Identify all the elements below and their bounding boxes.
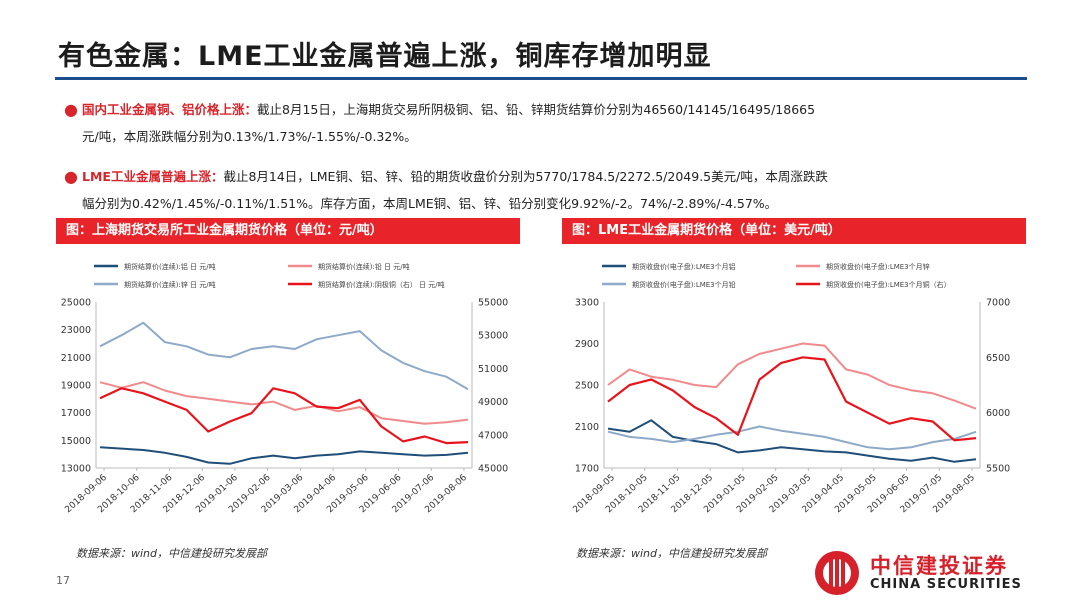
series-line: [607, 419, 977, 463]
y-left-tick-label: 2900: [575, 339, 599, 350]
left-chart-svg: 期货结算价(连续):铝 日 元/吨 期货结算价(连续):铅 日 元/吨期货结算价(…: [61, 262, 508, 515]
legend-label: 期货收盘价(电子盘):LME3个月铜（右）: [826, 280, 951, 289]
series-line: [607, 342, 977, 410]
legend-label: 期货收盘价(电子盘):LME3个月锌: [826, 262, 930, 271]
y-right-tick-label: 51000: [478, 364, 508, 375]
y-left-tick-label: 21000: [61, 353, 91, 364]
bullet-dot-icon: ●: [64, 167, 78, 186]
company-logo: 中信建投证券 CHINA SECURITIES: [812, 548, 1036, 598]
y-left-tick-label: 25000: [61, 298, 91, 309]
y-right-tick-label: 55000: [478, 298, 508, 309]
series-line: [99, 381, 469, 425]
bullet-text: 截止8月15日，上海期货交易所阴极铜、铝、铅、锌期货结算价分别为46560/14…: [257, 102, 816, 117]
y-right-tick-label: 7000: [986, 298, 1010, 309]
legend-label: 期货结算价(连续):铝 日 元/吨: [124, 262, 216, 271]
series-line: [607, 356, 977, 442]
y-right-tick-label: 45000: [478, 464, 508, 475]
y-right-tick-label: 47000: [478, 430, 508, 441]
page-number: 17: [56, 574, 70, 587]
right-chart-source: 数据来源：wind，中信建投研究发展部: [576, 547, 768, 560]
right-chart-header: 图：LME工业金属期货价格（单位：美元/吨）: [562, 218, 1026, 244]
bullet-line-2: 幅分别为0.42%/1.45%/-0.11%/1.51%。库存方面，本周LME铜…: [82, 196, 778, 211]
bullet-text: 截止8月14日，LME铜、铝、锌、铅的期货收盘价分别为5770/1784.5/2…: [223, 169, 828, 184]
bullet-head: LME工业金属普遍上涨：: [82, 169, 224, 184]
series-line: [99, 446, 469, 465]
y-left-tick-label: 3300: [575, 298, 599, 309]
bullet-head: 国内工业金属铜、铝价格上涨：: [82, 102, 258, 117]
bullet-line-2: 元/吨，本周涨跌幅分别为0.13%/1.73%/-1.55%/-0.32%。: [82, 129, 417, 144]
y-left-tick-label: 1700: [575, 464, 599, 475]
y-right-tick-label: 49000: [478, 397, 508, 408]
bullet-line-1: LME工业金属普遍上涨：截止8月14日，LME铜、铝、锌、铅的期货收盘价分别为5…: [60, 163, 1025, 190]
y-right-tick-label: 53000: [478, 331, 508, 342]
legend-label: 期货收盘价(电子盘):LME3个月铅: [632, 280, 736, 289]
right-chart-svg: 期货收盘价(电子盘):LME3个月铝 期货收盘价(电子盘):LME3个月锌期货收盘…: [571, 262, 1010, 515]
citic-logo-icon: [815, 551, 859, 595]
left-chart-header: 图：上海期货交易所工业金属期货价格（单位：元/吨）: [56, 218, 520, 244]
legend-label: 期货结算价(连续):铅 日 元/吨: [318, 262, 410, 271]
legend-label: 期货结算价(连续):锌 日 元/吨: [124, 280, 216, 289]
bullet-domestic: ● 国内工业金属铜、铝价格上涨：截止8月15日，上海期货交易所阴极铜、铝、铅、锌…: [60, 96, 1025, 150]
y-right-tick-label: 5500: [986, 464, 1010, 475]
legend-label: 期货结算价(连续):阴极铜（右） 日 元/吨: [318, 280, 445, 289]
y-right-tick-label: 6500: [986, 353, 1010, 364]
title-rule: [55, 77, 1027, 80]
y-left-tick-label: 13000: [61, 464, 91, 475]
y-left-tick-label: 19000: [61, 381, 91, 392]
right-chart: 期货收盘价(电子盘):LME3个月铝 期货收盘价(电子盘):LME3个月锌期货收盘…: [556, 250, 1036, 530]
y-left-tick-label: 2500: [575, 381, 599, 392]
legend-label: 期货收盘价(电子盘):LME3个月铝: [632, 262, 736, 271]
slide-title: 有色金属：LME工业金属普遍上涨，铜库存增加明显: [58, 41, 712, 72]
logo-text-en: CHINA SECURITIES: [870, 577, 1022, 592]
logo-text-cn: 中信建投证券: [870, 554, 1008, 578]
left-chart-source: 数据来源：wind，中信建投研究发展部: [76, 547, 268, 560]
bullet-lme: ● LME工业金属普遍上涨：截止8月14日，LME铜、铝、锌、铅的期货收盘价分别…: [60, 163, 1025, 217]
bullet-line-1: 国内工业金属铜、铝价格上涨：截止8月15日，上海期货交易所阴极铜、铝、铅、锌期货…: [60, 96, 1025, 123]
y-left-tick-label: 2100: [575, 422, 599, 433]
y-left-tick-label: 23000: [61, 325, 91, 336]
y-left-tick-label: 15000: [61, 436, 91, 447]
bullet-dot-icon: ●: [64, 100, 78, 119]
y-left-tick-label: 17000: [61, 408, 91, 419]
y-right-tick-label: 6000: [986, 408, 1010, 419]
series-line: [99, 321, 469, 391]
left-chart: 期货结算价(连续):铝 日 元/吨 期货结算价(连续):铅 日 元/吨期货结算价(…: [48, 250, 528, 530]
series-line: [607, 425, 977, 451]
series-line: [99, 387, 469, 445]
